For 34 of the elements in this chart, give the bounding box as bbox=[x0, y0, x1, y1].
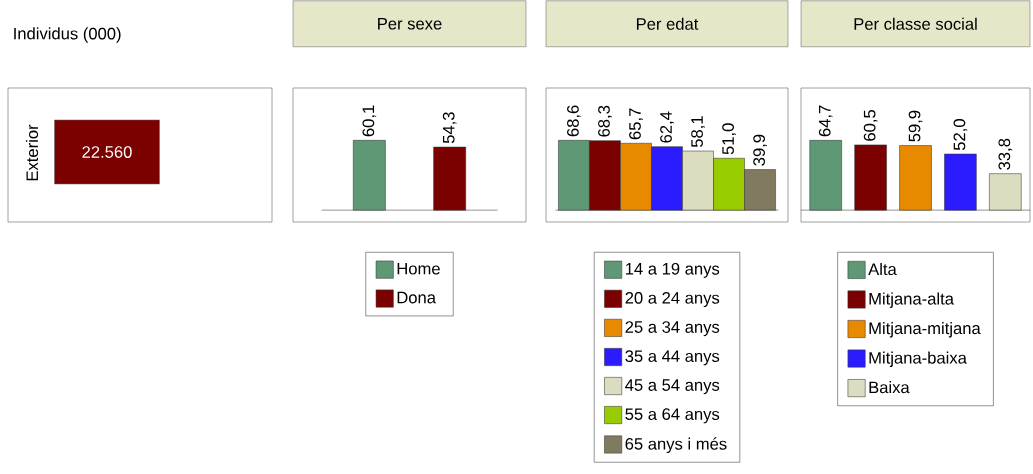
legend-label: 45 a 54 anys bbox=[625, 379, 720, 395]
data-label: 52,0 bbox=[953, 119, 968, 151]
data-label: 59,9 bbox=[908, 110, 923, 142]
legend-label: Mitjana-alta bbox=[869, 292, 954, 308]
data-label: 60,5 bbox=[863, 109, 878, 141]
legend-label: Home bbox=[397, 262, 440, 275]
data-label: 58,1 bbox=[691, 116, 705, 148]
chart-title: Per edat bbox=[636, 17, 699, 30]
data-label: 65,7 bbox=[629, 108, 643, 140]
data-label: 60,1 bbox=[362, 105, 377, 137]
legend-label: 20 a 24 anys bbox=[625, 292, 720, 308]
data-label: 68,3 bbox=[598, 105, 612, 137]
text: Individus (000) bbox=[14, 27, 121, 43]
legend-label: Alta bbox=[868, 262, 897, 276]
chart-title: Per sexe bbox=[378, 17, 442, 30]
data-label: 64,7 bbox=[818, 105, 833, 137]
legend-label: Dona bbox=[397, 291, 436, 304]
text: Exterior bbox=[25, 124, 39, 181]
data-label: 39,9 bbox=[753, 134, 767, 166]
legend-label: Mitjana-mitjana bbox=[869, 321, 981, 338]
data-label: 68,6 bbox=[567, 105, 581, 137]
legend-label: 14 a 19 anys bbox=[625, 262, 720, 278]
legend-label: 65 anys i més bbox=[625, 437, 727, 454]
data-label: 51,0 bbox=[722, 123, 736, 155]
legend-label: 25 a 34 anys bbox=[625, 321, 720, 337]
chart-title: Per classe social bbox=[854, 17, 977, 30]
legend-label: 55 a 64 anys bbox=[625, 408, 720, 424]
legend-label: Baixa bbox=[869, 381, 910, 394]
text: 22.560 bbox=[82, 146, 132, 158]
data-label: 54,3 bbox=[442, 112, 457, 144]
data-label: 33,8 bbox=[998, 138, 1013, 170]
legend-label: 35 a 44 anys bbox=[625, 350, 720, 366]
legend-label: Mitjana-baixa bbox=[869, 351, 967, 368]
data-label: 62,4 bbox=[660, 111, 674, 143]
